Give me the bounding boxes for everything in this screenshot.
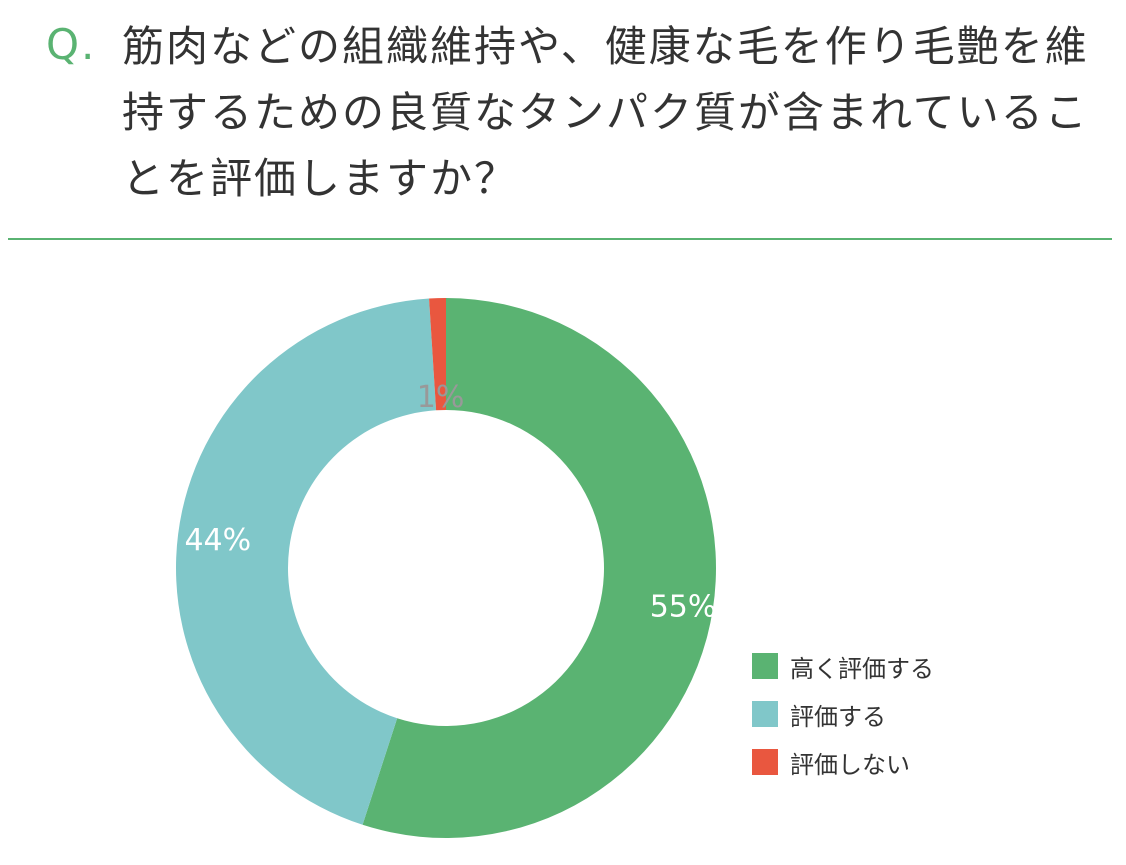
- slice-medium: [175, 298, 437, 825]
- chart-slices: [175, 298, 716, 839]
- legend-label-none: 評価しない: [790, 750, 910, 779]
- legend: 高く評価する 評価する 評価しない: [752, 642, 934, 786]
- legend-swatch-none: [752, 749, 778, 775]
- legend-swatch-medium: [752, 701, 778, 727]
- legend-label-high: 高く評価する: [790, 654, 934, 683]
- slice-high: [362, 298, 716, 839]
- divider: [8, 238, 1112, 240]
- slice-label-medium: 44%: [184, 523, 251, 558]
- legend-swatch-high: [752, 653, 778, 679]
- slice-none: [429, 298, 446, 411]
- legend-item-high: 高く評価する: [752, 642, 934, 690]
- legend-item-none: 評価しない: [752, 738, 934, 786]
- chart-labels: 55% 44% 1%: [184, 380, 716, 624]
- legend-label-medium: 評価する: [790, 702, 886, 731]
- slice-label-none: 1%: [417, 380, 465, 415]
- question-mark: Q.: [46, 20, 97, 69]
- slice-label-high: 55%: [650, 590, 717, 625]
- question-text: 筋肉などの組織維持や、健康な毛を作り毛艶を維持するための良質なタンパク質が含まれ…: [122, 22, 1089, 203]
- legend-item-medium: 評価する: [752, 690, 934, 738]
